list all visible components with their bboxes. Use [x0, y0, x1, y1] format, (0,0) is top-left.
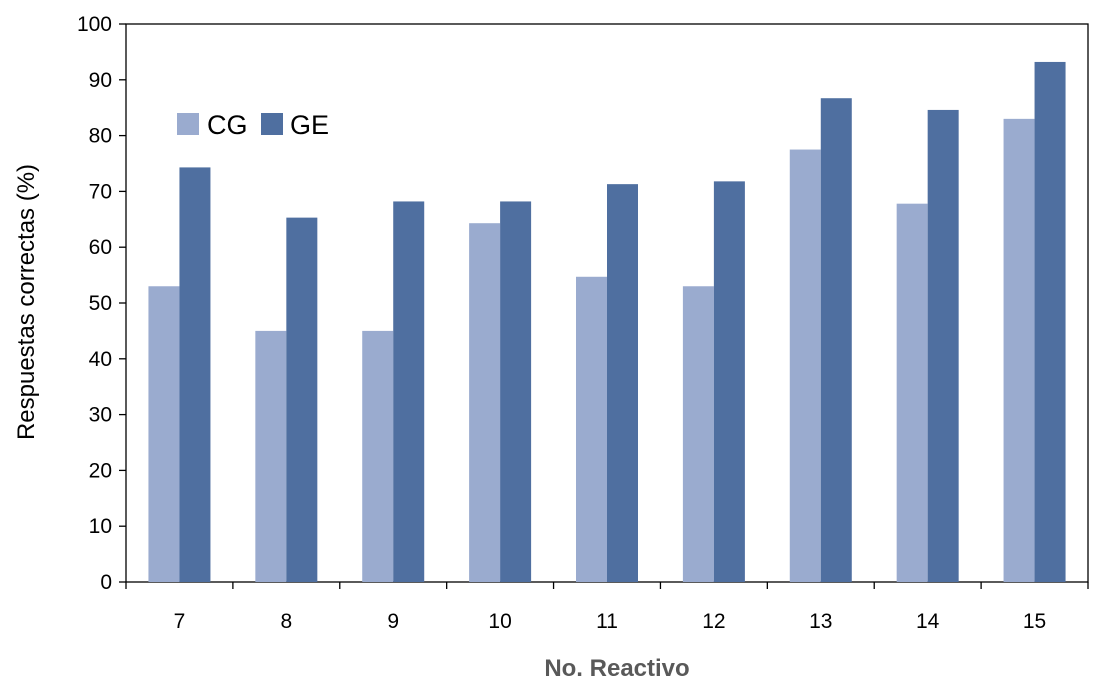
x-tick-label: 7	[174, 610, 186, 633]
bar-cg-8	[255, 330, 287, 582]
y-tick-label: 40	[89, 348, 112, 371]
bars	[148, 61, 1066, 583]
legend-label-cg: CG	[207, 110, 248, 140]
x-axis-ticks: 7 8 9 10 11 12 13 14 15	[125, 582, 1089, 633]
bar-cg-11	[576, 276, 607, 582]
legend-swatch-cg	[177, 113, 199, 135]
legend: CG GE	[177, 110, 329, 140]
x-tick-label: 14	[916, 610, 940, 633]
x-tick-label: 10	[488, 610, 511, 633]
bar-cg-10	[469, 223, 501, 582]
bar-cg-7	[148, 286, 180, 582]
y-tick-label: 0	[100, 571, 112, 594]
bar-cg-12	[682, 286, 714, 582]
y-tick-label: 90	[89, 69, 112, 92]
y-tick-label: 80	[89, 125, 112, 148]
bar-ge-15	[1034, 61, 1066, 583]
x-tick-label: 13	[809, 610, 832, 633]
legend-swatch-ge	[261, 113, 283, 135]
x-tick-label: 12	[702, 610, 725, 633]
y-tick-label: 20	[89, 459, 112, 482]
x-tick-label: 11	[596, 610, 618, 633]
bar-ge-12	[713, 181, 745, 582]
y-tick-label: 30	[89, 404, 112, 427]
bar-cg-15	[1003, 118, 1035, 583]
bar-ge-13	[820, 98, 852, 583]
y-tick-label: 60	[89, 236, 112, 259]
bar-cg-14	[896, 203, 928, 582]
bar-ge-14	[927, 109, 959, 582]
y-axis-ticks: 0 10 20 30 40 50 60 70 80 90 100	[77, 13, 126, 594]
x-axis-title: No. Reactivo	[544, 655, 689, 682]
x-tick-label: 9	[387, 610, 399, 633]
legend-label-ge: GE	[290, 110, 329, 140]
y-axis-title: Respuestas correctas (%)	[13, 164, 40, 440]
bar-ge-10	[500, 201, 532, 582]
bar-ge-8	[286, 217, 318, 582]
bar-cg-13	[789, 149, 821, 583]
x-tick-label: 15	[1023, 610, 1046, 633]
bar-ge-9	[393, 201, 425, 582]
x-tick-label: 8	[280, 610, 292, 633]
y-tick-label: 10	[89, 515, 112, 538]
y-tick-label: 100	[77, 13, 112, 36]
bar-cg-9	[362, 330, 394, 582]
y-tick-label: 50	[89, 292, 112, 315]
bar-ge-11	[607, 184, 638, 582]
y-tick-label: 70	[89, 180, 112, 203]
bar-ge-7	[179, 167, 211, 582]
